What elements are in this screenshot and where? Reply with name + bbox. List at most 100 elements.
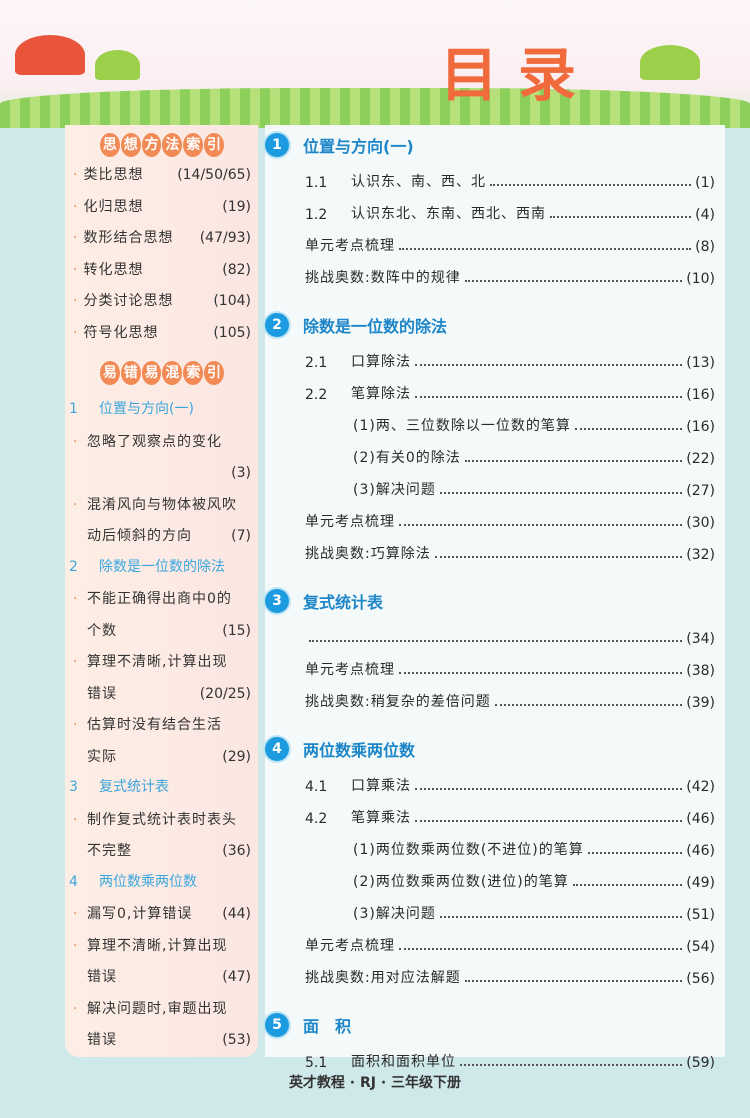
- bullet-icon: [73, 839, 81, 863]
- toc-entry: (3)解决问题 (51): [353, 903, 715, 923]
- toc-entry: 挑战奥数:数阵中的规律 (10): [305, 267, 715, 287]
- toc-entry: 4.1 口算乘法 (42): [305, 775, 715, 795]
- dot-leader: [399, 948, 683, 950]
- item-text: 混淆风向与物体被风吹: [87, 496, 237, 513]
- error-item: · 算理不清晰,计算出现: [73, 650, 251, 674]
- bullet-icon: [73, 745, 81, 769]
- toc-entry: (1)两位数乘两位数(不进位)的笔算 (46): [353, 839, 715, 859]
- entry-number: 2.1: [305, 355, 328, 371]
- section-number: 3: [69, 779, 78, 795]
- item-text: 实际: [87, 748, 117, 765]
- entry-title: 挑战奥数:巧算除法: [305, 546, 431, 562]
- toc-entry: 4.2 笔算乘法 (46): [305, 807, 715, 827]
- dot-leader: [587, 852, 683, 854]
- item-page: (36): [222, 843, 251, 859]
- error-item: 动后倾斜的方向 (7): [73, 524, 251, 548]
- bullet-icon: ·: [73, 433, 78, 450]
- unit-header: 5 面 积: [265, 1013, 351, 1037]
- error-section: 2 除数是一位数的除法: [69, 556, 225, 576]
- item-text: 个数: [87, 622, 117, 639]
- dot-leader: [464, 280, 683, 282]
- table-of-contents: 1 位置与方向(一) 1.1 认识东、南、西、北 (1) 1.2 认识东北、东南、西北、西南…: [265, 125, 725, 1071]
- entry-page: (10): [686, 271, 715, 287]
- dot-leader: [574, 428, 683, 430]
- pill-char: 引: [204, 361, 224, 385]
- dot-leader: [494, 704, 683, 706]
- item-page: (20/25): [199, 685, 251, 702]
- error-section: 1 位置与方向(一): [69, 398, 194, 418]
- section-number: 2: [69, 558, 78, 575]
- mushroom-house-icon: [15, 35, 85, 75]
- toc-entry: (2)两位数乘两位数(进位)的笔算 (49): [353, 871, 715, 891]
- dot-leader: [399, 672, 683, 674]
- item-page: (44): [222, 906, 251, 922]
- toc-entry: 挑战奥数:稍复杂的差倍问题 (39): [305, 691, 715, 711]
- section-title: 两位数乘两位数: [99, 873, 197, 890]
- error-item: 错误 (47): [73, 965, 251, 989]
- unit-header: 4 两位数乘两位数: [265, 737, 415, 761]
- bullet-icon: ·: [73, 324, 78, 341]
- dot-leader: [399, 524, 683, 526]
- entry-title: 挑战奥数:用对应法解题: [305, 970, 461, 986]
- toc-entry: 1.2 认识东北、东南、西北、西南 (4): [305, 203, 715, 223]
- entry-page: (56): [686, 971, 715, 987]
- dot-leader: [415, 820, 683, 822]
- methods-title: 思想方法索引: [100, 133, 224, 157]
- toc-entry: 5.1 面积和面积单位 (59): [305, 1051, 715, 1071]
- error-item: 错误 (53): [73, 1028, 251, 1052]
- section-title: 除数是一位数的除法: [99, 558, 225, 575]
- bullet-icon: [73, 461, 81, 485]
- error-section: 4 两位数乘两位数: [69, 871, 197, 891]
- entry-number: 1.1: [305, 175, 328, 191]
- entry-page: (8): [695, 239, 715, 255]
- dot-leader: [490, 184, 692, 186]
- entry-title: 挑战奥数:数阵中的规律: [305, 270, 461, 286]
- dot-leader: [399, 248, 692, 250]
- entry-page: (46): [686, 811, 715, 827]
- error-item: · 忽略了观察点的变化: [73, 430, 251, 454]
- entry-page: (4): [695, 207, 715, 223]
- item-text: 转化思想: [83, 261, 144, 278]
- pill-char: 易: [141, 361, 162, 385]
- entry-title: 认识东、南、西、北: [351, 174, 486, 190]
- bullet-icon: [73, 524, 81, 548]
- bullet-icon: ·: [73, 1000, 78, 1017]
- item-text: 错误: [87, 1032, 117, 1048]
- bullet-icon: ·: [73, 811, 78, 828]
- entry-page: (13): [686, 355, 715, 371]
- unit-number-badge: 5: [265, 1013, 289, 1037]
- index-item: · 数形结合思想 (47/93): [73, 226, 251, 250]
- dot-leader: [309, 640, 683, 642]
- unit-number-badge: 4: [265, 737, 289, 761]
- entry-page: (38): [686, 663, 715, 679]
- pill-char: 混: [162, 361, 183, 385]
- entry-page: (59): [686, 1055, 715, 1071]
- entry-page: (49): [686, 875, 715, 891]
- entry-page: (54): [686, 939, 715, 955]
- dot-leader: [460, 1064, 683, 1066]
- dot-leader: [464, 460, 683, 462]
- toc-entry: (3)解决问题 (27): [353, 479, 715, 499]
- dot-leader: [550, 216, 692, 218]
- entry-title: 单元考点梳理: [305, 238, 395, 254]
- mushroom-house-icon: [640, 45, 700, 80]
- toc-entry: (2)有关0的除法 (22): [353, 447, 715, 467]
- dot-leader: [415, 396, 683, 398]
- error-item: · 制作复式统计表时表头: [73, 808, 251, 832]
- item-text: 算理不清晰,计算出现: [87, 937, 228, 954]
- entry-title: 口算乘法: [351, 778, 411, 794]
- dot-leader: [439, 916, 683, 918]
- toc-entry: (34): [305, 627, 715, 647]
- entry-title: (1)两位数乘两位数(不进位)的笔算: [353, 842, 584, 858]
- toc-entry: 单元考点梳理 (8): [305, 235, 715, 255]
- item-text: 化归思想: [83, 198, 144, 215]
- toc-entry: (1)两、三位数除以一位数的笔算 (16): [353, 415, 715, 435]
- item-page: (82): [222, 261, 251, 278]
- entry-title: 单元考点梳理: [305, 938, 395, 954]
- entry-title: (1)两、三位数除以一位数的笔算: [353, 418, 571, 434]
- toc-entry: 单元考点梳理 (54): [305, 935, 715, 955]
- bullet-icon: ·: [73, 230, 78, 246]
- item-text: 动后倾斜的方向: [87, 528, 192, 544]
- section-title: 复式统计表: [99, 779, 169, 795]
- error-item: · 估算时没有结合生活: [73, 713, 251, 737]
